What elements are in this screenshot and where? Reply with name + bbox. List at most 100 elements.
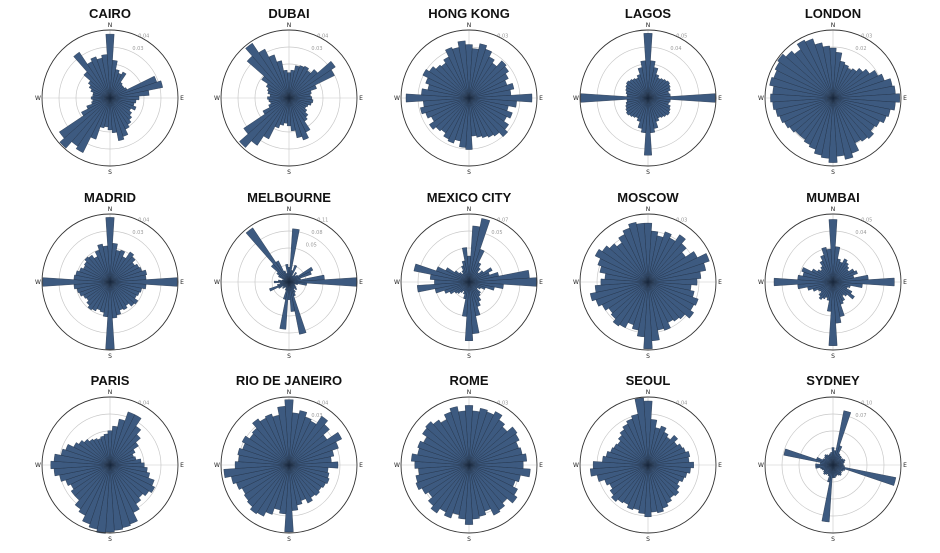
- outer-ring: [41, 396, 179, 534]
- wind-bar: [832, 281, 848, 297]
- wind-bar: [245, 227, 290, 283]
- wind-bar: [268, 54, 290, 99]
- wind-bar: [288, 90, 312, 99]
- compass-label-s: S: [287, 536, 291, 543]
- wind-bar: [808, 97, 834, 150]
- compass-label-s: S: [108, 536, 112, 543]
- wind-bar: [832, 277, 895, 287]
- compass-label-n: N: [831, 206, 836, 213]
- outer-ring: [579, 213, 717, 351]
- wind-bar: [647, 262, 707, 283]
- wind-bar: [447, 97, 470, 144]
- wind-bar: [832, 270, 858, 283]
- wind-bar: [109, 449, 136, 466]
- compass-label-s: S: [467, 353, 471, 360]
- wind-bar: [468, 97, 513, 119]
- wind-bar: [832, 464, 842, 476]
- wind-bar: [109, 251, 135, 283]
- wind-bar: [288, 97, 309, 141]
- wind-bar: [417, 281, 470, 293]
- wind-bar: [429, 97, 470, 130]
- wind-bar: [626, 464, 649, 510]
- compass-label-w: W: [214, 95, 220, 102]
- wind-bar: [647, 434, 679, 466]
- wind-bar: [468, 97, 494, 138]
- wind-bar: [832, 258, 848, 283]
- tick-label: 0.02: [855, 46, 866, 52]
- wind-bar: [107, 97, 113, 131]
- wind-bar: [288, 281, 307, 335]
- wind-bar: [288, 60, 336, 99]
- wind-bar: [826, 454, 834, 466]
- wind-bar: [832, 281, 855, 300]
- wind-bar: [629, 79, 649, 99]
- tick-label: 0.04: [676, 401, 687, 407]
- outer-ring: [220, 213, 358, 351]
- wind-bar: [803, 97, 834, 146]
- wind-bar: [458, 410, 470, 466]
- compass-label-w: W: [394, 279, 400, 286]
- rose-rome: ROME 0.03 N E S W: [394, 373, 543, 543]
- outer-ring: [764, 29, 902, 167]
- compass-label-e: E: [903, 95, 907, 102]
- wind-bar: [288, 464, 326, 488]
- wind-bar: [73, 442, 111, 466]
- wind-bar: [832, 464, 897, 486]
- wind-bar: [97, 243, 111, 283]
- wind-bar: [647, 97, 667, 117]
- wind-bar: [824, 454, 834, 466]
- wind-bar: [422, 69, 470, 99]
- wind-bar: [468, 97, 500, 137]
- chart-title: LAGOS: [625, 6, 672, 21]
- tick-label: 0.03: [311, 46, 322, 52]
- wind-bar: [75, 97, 111, 153]
- compass-label-e: E: [359, 95, 363, 102]
- rose-mexico-city: MEXICO CITY 0.07 0.05 N E S W: [394, 190, 543, 360]
- wind-bar: [109, 281, 128, 311]
- wind-bar: [405, 93, 470, 103]
- wind-bar: [814, 42, 834, 99]
- compass-label-w: W: [394, 95, 400, 102]
- wind-bar: [647, 93, 716, 103]
- wind-bar: [777, 53, 834, 99]
- wind-bar: [594, 281, 649, 293]
- wind-bar: [818, 281, 834, 297]
- wind-bar: [430, 464, 470, 514]
- wind-bar: [826, 248, 834, 283]
- wind-bar: [78, 440, 111, 466]
- wind-bar: [273, 280, 290, 284]
- wind-bar: [832, 97, 887, 124]
- wind-bar: [258, 48, 290, 99]
- wind-bar: [832, 265, 850, 283]
- wind-bar: [103, 433, 111, 466]
- tick-label: 0.04: [138, 34, 149, 40]
- compass-label-w: W: [758, 95, 764, 102]
- compass-label-s: S: [646, 536, 650, 543]
- wind-bar: [288, 461, 339, 469]
- wind-bar: [443, 97, 470, 140]
- wind-bar: [823, 464, 834, 473]
- tick-label: 0.03: [311, 413, 322, 419]
- tick-label: 0.08: [311, 230, 322, 236]
- wind-bar: [82, 464, 111, 525]
- wind-bar: [288, 271, 312, 283]
- tick-label: 0.03: [497, 34, 508, 40]
- wind-bar: [647, 278, 698, 286]
- wind-bar: [822, 45, 834, 99]
- wind-bar: [647, 281, 686, 320]
- compass-label-e: E: [718, 279, 722, 286]
- wind-bar: [288, 84, 317, 99]
- wind-bar: [425, 421, 470, 466]
- wind-bar: [632, 78, 649, 99]
- chart-title: MUMBAI: [806, 190, 859, 205]
- wind-bar: [284, 464, 294, 533]
- compass-label-n: N: [287, 206, 292, 213]
- wind-bar: [817, 269, 834, 283]
- wind-bar: [647, 425, 667, 466]
- wind-bar: [832, 455, 843, 466]
- wind-bar: [647, 281, 699, 306]
- wind-bar: [832, 93, 900, 103]
- wind-bar: [241, 435, 290, 466]
- wind-bar: [612, 281, 649, 327]
